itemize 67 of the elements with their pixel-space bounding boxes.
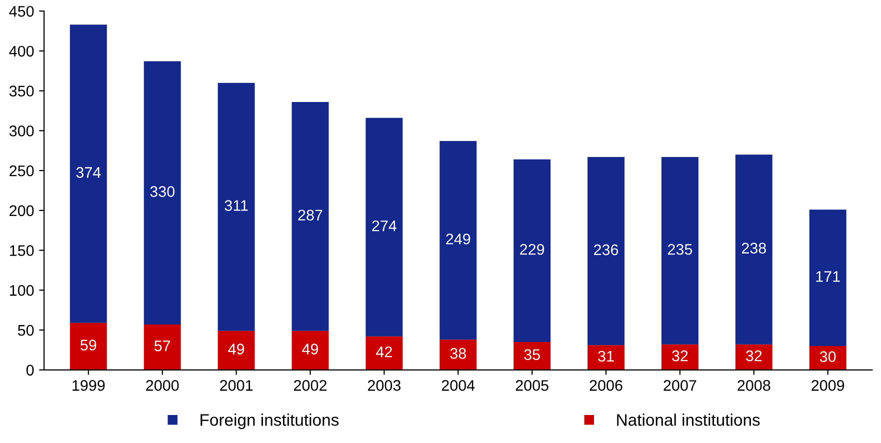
bar xyxy=(70,322,107,370)
y-tick-label: 250 xyxy=(10,165,34,176)
x-tick-label: 1999 xyxy=(72,380,105,391)
x-tick-label: 2005 xyxy=(516,380,548,391)
data-label: 229 xyxy=(520,244,544,255)
data-label: 235 xyxy=(668,244,692,255)
bar xyxy=(809,210,846,346)
data-label: 236 xyxy=(594,244,618,256)
bar xyxy=(661,344,698,370)
bar xyxy=(588,345,624,370)
data-label: 311 xyxy=(224,200,248,211)
data-label: 32 xyxy=(672,350,688,362)
data-label: 38 xyxy=(450,348,466,359)
data-label: 374 xyxy=(76,167,101,178)
x-tick-label: 2008 xyxy=(738,380,770,391)
x-tick-label: 2007 xyxy=(664,380,696,391)
x-tick-label: 2004 xyxy=(442,380,475,391)
data-label: 35 xyxy=(524,349,540,360)
bar xyxy=(735,154,772,344)
data-label: 30 xyxy=(820,351,836,362)
y-tick-label: 150 xyxy=(10,245,34,256)
bar xyxy=(144,324,181,370)
data-label: 238 xyxy=(742,242,766,254)
y-tick-label: 450 xyxy=(9,6,34,17)
x-tick-label: 2002 xyxy=(294,380,326,391)
legend-label: National institutions xyxy=(617,414,760,426)
data-label: 49 xyxy=(302,344,318,354)
bar xyxy=(218,82,255,331)
bar xyxy=(366,336,403,370)
data-label: 171 xyxy=(816,271,840,282)
bar xyxy=(514,342,551,370)
bar xyxy=(144,61,181,324)
y-tick-label: 200 xyxy=(10,205,34,216)
data-label: 287 xyxy=(298,210,322,221)
y-tick-label: 0 xyxy=(26,364,34,376)
bar xyxy=(440,141,477,340)
data-label: 31 xyxy=(598,350,614,362)
y-tick-label: 350 xyxy=(9,86,34,96)
data-label: 32 xyxy=(746,350,762,362)
data-label: 249 xyxy=(446,234,470,244)
y-tick-label: 300 xyxy=(9,126,34,136)
y-tick-label: 50 xyxy=(18,324,34,336)
legend-label: Foreign institutions xyxy=(200,414,339,430)
bar xyxy=(292,102,329,331)
x-tick-label: 2006 xyxy=(590,380,622,391)
bar xyxy=(292,330,329,370)
x-tick-label: 2003 xyxy=(368,380,401,391)
x-tick-label: 2001 xyxy=(220,380,253,391)
x-tick-label: 2009 xyxy=(812,380,844,391)
data-label: 59 xyxy=(80,340,96,350)
data-label: 274 xyxy=(372,220,396,232)
data-label: 330 xyxy=(150,186,175,197)
bar xyxy=(218,330,255,370)
data-label: 57 xyxy=(154,340,170,352)
bar xyxy=(440,340,477,370)
y-tick-label: 100 xyxy=(10,285,34,296)
x-tick-label: 2000 xyxy=(146,380,179,391)
data-label: 49 xyxy=(228,344,244,354)
data-label: 42 xyxy=(376,346,392,358)
bar xyxy=(809,346,846,370)
bar xyxy=(735,344,772,370)
bar xyxy=(70,24,107,323)
bar xyxy=(366,118,403,336)
bar xyxy=(514,159,551,342)
bar xyxy=(588,157,624,346)
bar xyxy=(661,157,698,344)
y-tick-label: 400 xyxy=(9,46,34,57)
